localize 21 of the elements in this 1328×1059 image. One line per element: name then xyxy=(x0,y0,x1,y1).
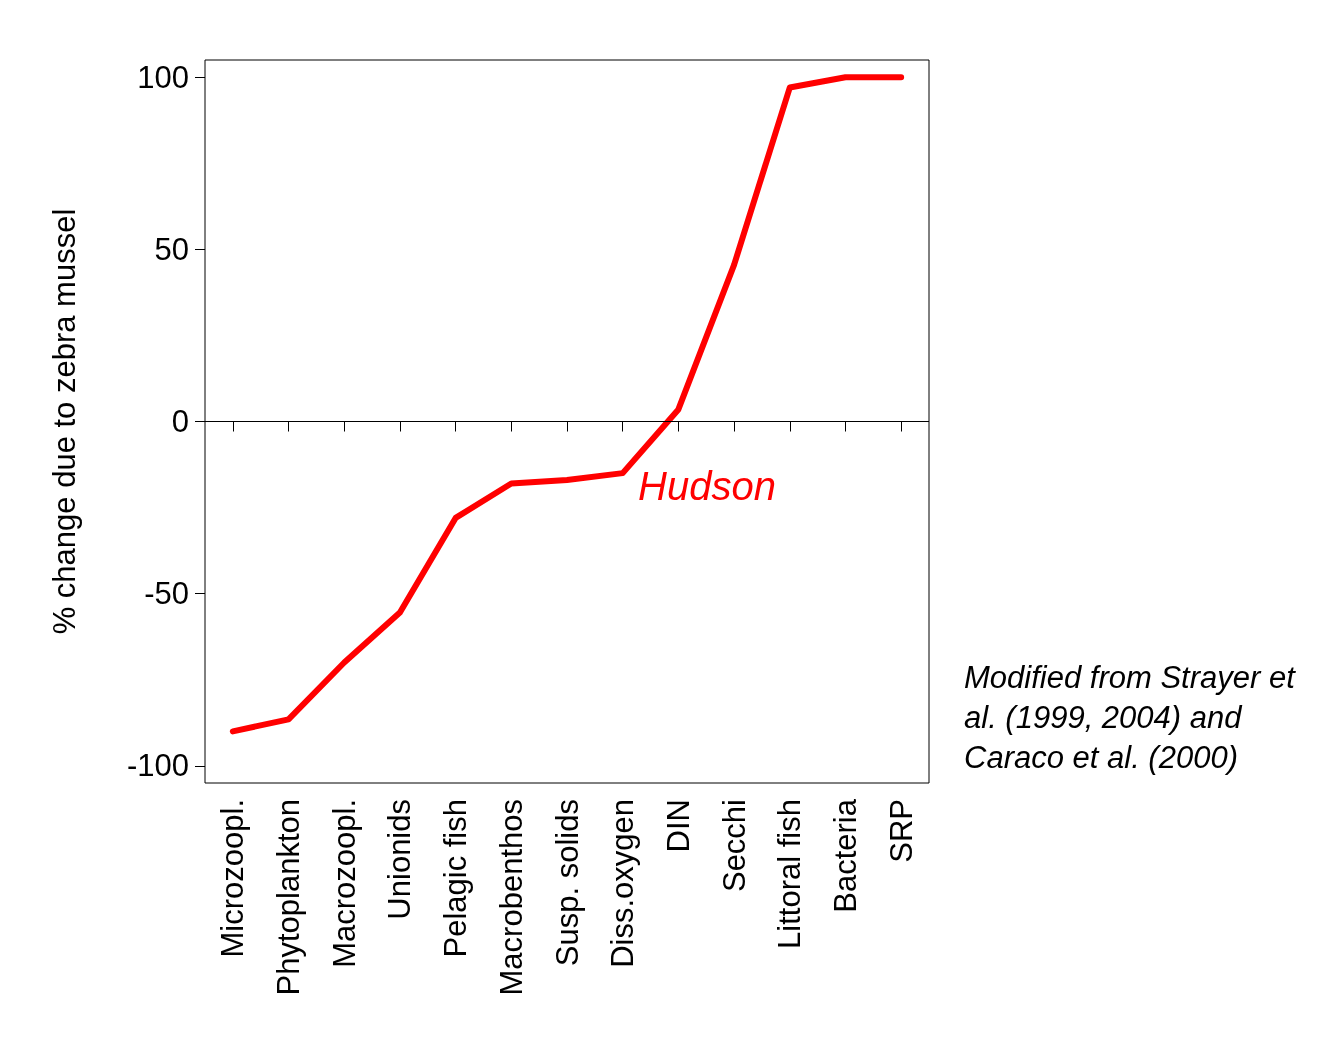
x-tick-label: Phytoplankton xyxy=(271,799,307,996)
series-label: Hudson xyxy=(638,464,776,508)
x-tick-label: SRP xyxy=(883,799,919,863)
x-tick-label: Microzoopl. xyxy=(215,799,251,958)
x-tick-label: Diss.oxygen xyxy=(605,799,641,968)
x-tick-label: Macrozoopl. xyxy=(326,799,362,968)
x-tick-label: Bacteria xyxy=(827,798,863,913)
y-tick-label: 100 xyxy=(137,59,189,95)
y-tick-label: -50 xyxy=(144,576,189,612)
y-tick-label: 0 xyxy=(171,404,189,439)
x-tick-label: Macrobenthos xyxy=(493,799,529,996)
text: Modified from Strayer et al. (1999, 2004) and Caraco et al. (2000) xyxy=(964,659,1304,775)
x-tick-label: Secchi xyxy=(716,799,752,893)
y-tick-label: -100 xyxy=(126,748,189,784)
x-tick-label: Pelagic fish xyxy=(438,799,474,958)
x-tick-label: DIN xyxy=(660,799,696,853)
y-axis-title: % change due to zebra mussel xyxy=(47,208,82,635)
y-tick-label: 50 xyxy=(154,231,189,267)
x-tick-label: Susp. solids xyxy=(549,799,585,967)
x-tick-label: Littoral fish xyxy=(772,799,808,949)
x-tick-label: Unionids xyxy=(382,799,418,920)
